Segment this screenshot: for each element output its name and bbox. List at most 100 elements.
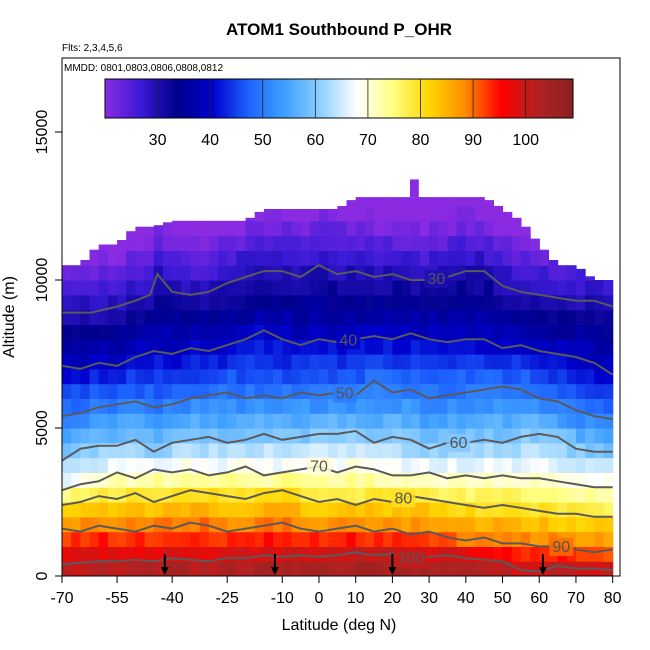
heatmap-cell xyxy=(181,531,192,547)
colorbar-cell xyxy=(368,79,372,118)
heatmap-cell xyxy=(419,502,430,518)
arrow-head xyxy=(160,567,169,575)
heatmap-cell xyxy=(89,309,100,325)
colorbar-cell xyxy=(362,79,366,118)
heatmap-cell xyxy=(484,457,494,473)
heatmap-cell xyxy=(291,413,302,429)
heatmap-cell xyxy=(447,413,458,429)
heatmap-cell xyxy=(309,280,320,296)
heatmap-cell xyxy=(190,309,201,325)
heatmap-cell xyxy=(465,309,476,325)
heatmap-cell xyxy=(80,457,91,473)
heatmap-cell xyxy=(410,197,421,207)
colorbar-cell xyxy=(347,79,352,118)
heatmap-cell xyxy=(484,383,494,399)
heatmap-cell xyxy=(539,546,549,562)
heatmap-cell xyxy=(245,502,256,518)
colorbar-cell xyxy=(277,79,281,118)
heatmap-cell xyxy=(520,442,531,459)
heatmap-cell xyxy=(309,383,320,399)
heatmap-cell xyxy=(89,413,100,429)
heatmap-cell xyxy=(190,413,201,429)
heatmap-cell xyxy=(603,383,614,399)
heatmap-cell xyxy=(475,265,485,281)
heatmap-cell xyxy=(273,502,283,518)
heatmap-cell xyxy=(199,354,210,370)
heatmap-cell xyxy=(263,502,274,518)
heatmap-cell xyxy=(520,531,531,547)
heatmap-cell xyxy=(548,354,559,370)
heatmap-cell xyxy=(291,354,302,370)
heatmap-cell xyxy=(438,531,449,547)
colorbar-cell xyxy=(148,79,153,118)
heatmap-cell xyxy=(319,209,329,222)
heatmap-cell xyxy=(410,250,421,266)
heatmap-cell xyxy=(89,324,100,340)
heatmap-cell xyxy=(530,428,540,444)
heatmap-cell xyxy=(254,502,265,518)
heatmap-cell xyxy=(227,309,237,325)
colorbar-cell xyxy=(570,79,574,118)
heatmap-cell xyxy=(429,294,439,311)
heatmap-cell xyxy=(98,309,109,325)
heatmap-cell xyxy=(80,502,91,518)
x-tick-label: -10 xyxy=(271,590,294,607)
heatmap-cell xyxy=(346,280,357,296)
colorbar-cell xyxy=(417,79,422,118)
colorbar-cell xyxy=(561,79,565,118)
heatmap-cell xyxy=(273,383,283,399)
heatmap-cell xyxy=(557,428,568,444)
colorbar-cell xyxy=(356,79,360,118)
heatmap-cell xyxy=(438,428,449,444)
heatmap-cell xyxy=(475,398,485,414)
heatmap-cell xyxy=(557,339,568,355)
heatmap-cell xyxy=(71,428,81,444)
heatmap-cell xyxy=(328,428,338,444)
colorbar-cell xyxy=(543,79,548,118)
contour-label-bg xyxy=(549,538,574,556)
heatmap-cell xyxy=(511,217,522,222)
y-tick-label: 0 xyxy=(34,571,51,580)
heatmap-cell xyxy=(300,472,311,488)
heatmap-cell xyxy=(429,472,439,488)
heatmap-cell xyxy=(144,516,155,533)
heatmap-cell xyxy=(71,294,81,311)
heatmap-cell xyxy=(548,294,559,311)
heatmap-cell xyxy=(291,516,302,533)
heatmap-cell xyxy=(337,354,348,370)
heatmap-cell xyxy=(328,413,338,429)
heatmap-cell xyxy=(89,487,100,503)
heatmap-cell xyxy=(273,324,283,340)
colorbar-tick-label: 70 xyxy=(359,132,377,149)
colorbar-cell xyxy=(388,79,393,118)
heatmap-cell xyxy=(245,457,256,473)
heatmap-cell xyxy=(153,457,164,473)
colorbar-cell xyxy=(213,79,217,118)
colorbar-cell xyxy=(523,79,527,118)
heatmap-cell xyxy=(227,294,237,311)
heatmap-cell xyxy=(153,561,164,576)
heatmap-cell xyxy=(126,383,136,399)
heatmap-cell xyxy=(172,220,182,237)
contour-label-40: 40 xyxy=(339,332,357,349)
heatmap-cell xyxy=(419,487,430,503)
heatmap-cell xyxy=(245,354,256,370)
heatmap-cell xyxy=(153,354,164,370)
heatmap-cell xyxy=(364,516,375,533)
heatmap-cell xyxy=(107,428,118,444)
heatmap-cell xyxy=(374,531,384,547)
heatmap-cell xyxy=(594,442,605,459)
heatmap-cell xyxy=(163,354,173,370)
heatmap-cell xyxy=(208,546,219,562)
heatmap-cell xyxy=(190,428,201,444)
heatmap-cell xyxy=(282,250,293,266)
heatmap-cell xyxy=(401,502,412,518)
heatmap-cell xyxy=(410,428,421,444)
heatmap-cell xyxy=(447,309,458,325)
colorbar-cell xyxy=(143,79,147,118)
heatmap-cell xyxy=(585,309,595,325)
heatmap-cell xyxy=(300,235,311,251)
heatmap-cell xyxy=(135,368,146,385)
heatmap-cell xyxy=(401,368,412,385)
heatmap-cell xyxy=(502,383,513,399)
